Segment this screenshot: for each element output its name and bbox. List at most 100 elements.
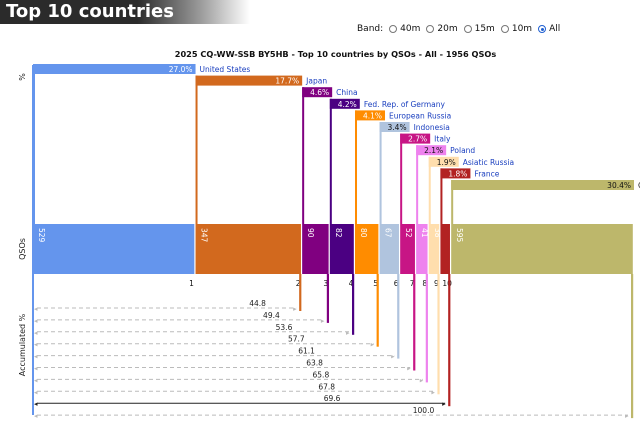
legend-connector — [355, 110, 358, 224]
legend-country-label: Indonesia — [414, 123, 450, 132]
rank-label: 2 — [296, 279, 301, 288]
accumulated-marker — [326, 274, 330, 323]
accumulated-arrow-right: ▸ — [442, 400, 446, 408]
bar-segment — [329, 224, 354, 274]
legend-percent-label: 4.6% — [310, 88, 329, 97]
legend-percent-label: 2.1% — [424, 146, 443, 155]
legend-percent-label: 17.7% — [275, 77, 299, 86]
accumulated-marker — [631, 274, 634, 419]
rank-label: 8 — [422, 279, 427, 288]
accumulated-arrow-left: ◂ — [34, 376, 38, 384]
accumulated-value-label: 49.4 — [263, 311, 280, 320]
bar-segment — [440, 224, 450, 274]
legend-connector — [379, 122, 382, 224]
bar-segment — [400, 224, 415, 274]
page-title-bar: Top 10 countries — [0, 0, 250, 24]
band-radio-all[interactable] — [538, 25, 547, 33]
bar-value-label: 347 — [200, 228, 209, 243]
accumulated-arrow-right: ▸ — [420, 376, 424, 384]
accumulated-marker — [352, 274, 355, 335]
accumulated-arrow-right: ▸ — [391, 353, 395, 361]
legend-percent-box — [195, 75, 303, 86]
y-axis-label-accumulated: Accumulated % — [18, 313, 27, 376]
legend-percent-box — [379, 122, 410, 132]
band-radio-40m[interactable] — [389, 25, 398, 33]
bar-value-label: 90 — [306, 228, 315, 238]
accumulated-arrow-right: ▸ — [321, 317, 325, 325]
rank-label: 1 — [189, 279, 194, 288]
rank-label: 4 — [349, 279, 354, 288]
accumulated-arrow-right: ▸ — [293, 305, 297, 313]
accumulated-value-label: 100.0 — [413, 406, 435, 415]
legend-connector — [400, 133, 403, 224]
legend-country-label: Japan — [305, 77, 327, 86]
accumulated-marker — [299, 274, 302, 311]
accumulated-arrow-right: ▸ — [371, 341, 375, 349]
legend-percent-box — [428, 156, 459, 167]
legend-country-label: United States — [200, 65, 251, 74]
band-filter: Band: 40m 20m 15m 10m All — [357, 24, 560, 34]
legend-country-label: European Russia — [389, 111, 451, 120]
bar-segment — [302, 224, 329, 274]
accumulated-arrow-left: ◂ — [34, 365, 38, 373]
legend-percent-box — [33, 64, 196, 74]
legend-connector — [302, 87, 305, 224]
legend-percent-label: 1.8% — [448, 169, 467, 178]
accumulated-arrow-right: ▸ — [346, 329, 350, 337]
legend-country-label: Asiatic Russia — [463, 158, 514, 167]
legend-percent-label: 27.0% — [169, 65, 193, 74]
bar-value-label: 67 — [384, 228, 393, 238]
legend-country-label: Italy — [434, 135, 451, 144]
accumulated-value-label: 44.8 — [249, 299, 266, 308]
band-option-15m-label[interactable]: 15m — [474, 24, 495, 34]
accumulated-marker — [397, 274, 400, 359]
accumulated-value-label: 53.6 — [276, 323, 293, 332]
legend-percent-box — [416, 145, 447, 156]
legend-percent-label: 4.1% — [363, 111, 382, 120]
rank-label: 10 — [442, 279, 452, 288]
y-axis-label-percent: % — [18, 73, 27, 81]
band-radio-20m[interactable] — [426, 25, 435, 33]
legend-percent-box — [440, 168, 471, 179]
accumulated-arrow-left: ◂ — [34, 388, 38, 396]
rank-label: 7 — [410, 279, 415, 288]
band-radio-15m[interactable] — [463, 25, 472, 33]
legend-percent-box — [451, 180, 634, 190]
accumulated-arrow-left: ◂ — [34, 317, 38, 325]
band-option-20m-label[interactable]: 20m — [437, 24, 458, 34]
accumulated-value-label: 67.8 — [318, 382, 335, 391]
band-option-40m-label[interactable]: 40m — [400, 24, 421, 34]
accumulated-marker — [413, 274, 416, 371]
legend-connector — [428, 156, 431, 224]
bar-value-label: 41 — [420, 228, 429, 238]
bar-value-label: 529 — [37, 228, 46, 243]
band-option-10m-label[interactable]: 10m — [511, 24, 533, 34]
legend-country-label: Others — [638, 181, 640, 190]
legend-percent-label: 3.4% — [388, 123, 407, 132]
accumulated-value-label: 69.6 — [324, 394, 341, 403]
accumulated-marker — [376, 274, 379, 347]
bar-value-label: 52 — [404, 228, 413, 238]
accumulated-arrow-right: ▸ — [407, 365, 411, 373]
accumulated-value-label: 63.8 — [306, 359, 323, 368]
rank-label: 9 — [434, 279, 439, 288]
bar-segment — [355, 224, 379, 274]
bar-value-label: 38 — [433, 228, 442, 238]
accumulated-marker — [437, 274, 440, 395]
legend-connector — [416, 145, 419, 224]
legend-percent-label: 4.2% — [338, 100, 357, 109]
band-option-all-label[interactable]: All — [549, 24, 561, 34]
bar-value-label: 82 — [334, 228, 343, 238]
accumulated-arrow-left: ◂ — [34, 305, 38, 313]
rank-label: 5 — [373, 279, 378, 288]
bar-segment — [33, 224, 195, 274]
legend-connector — [195, 75, 198, 224]
accumulated-value-label: 57.7 — [288, 335, 305, 344]
bar-segment — [428, 224, 440, 274]
accumulated-marker — [448, 274, 451, 407]
band-radio-10m[interactable] — [500, 25, 509, 33]
accumulated-value-label: 65.8 — [313, 370, 330, 379]
legend-connector — [451, 180, 454, 224]
legend-country-label: China — [336, 88, 357, 97]
